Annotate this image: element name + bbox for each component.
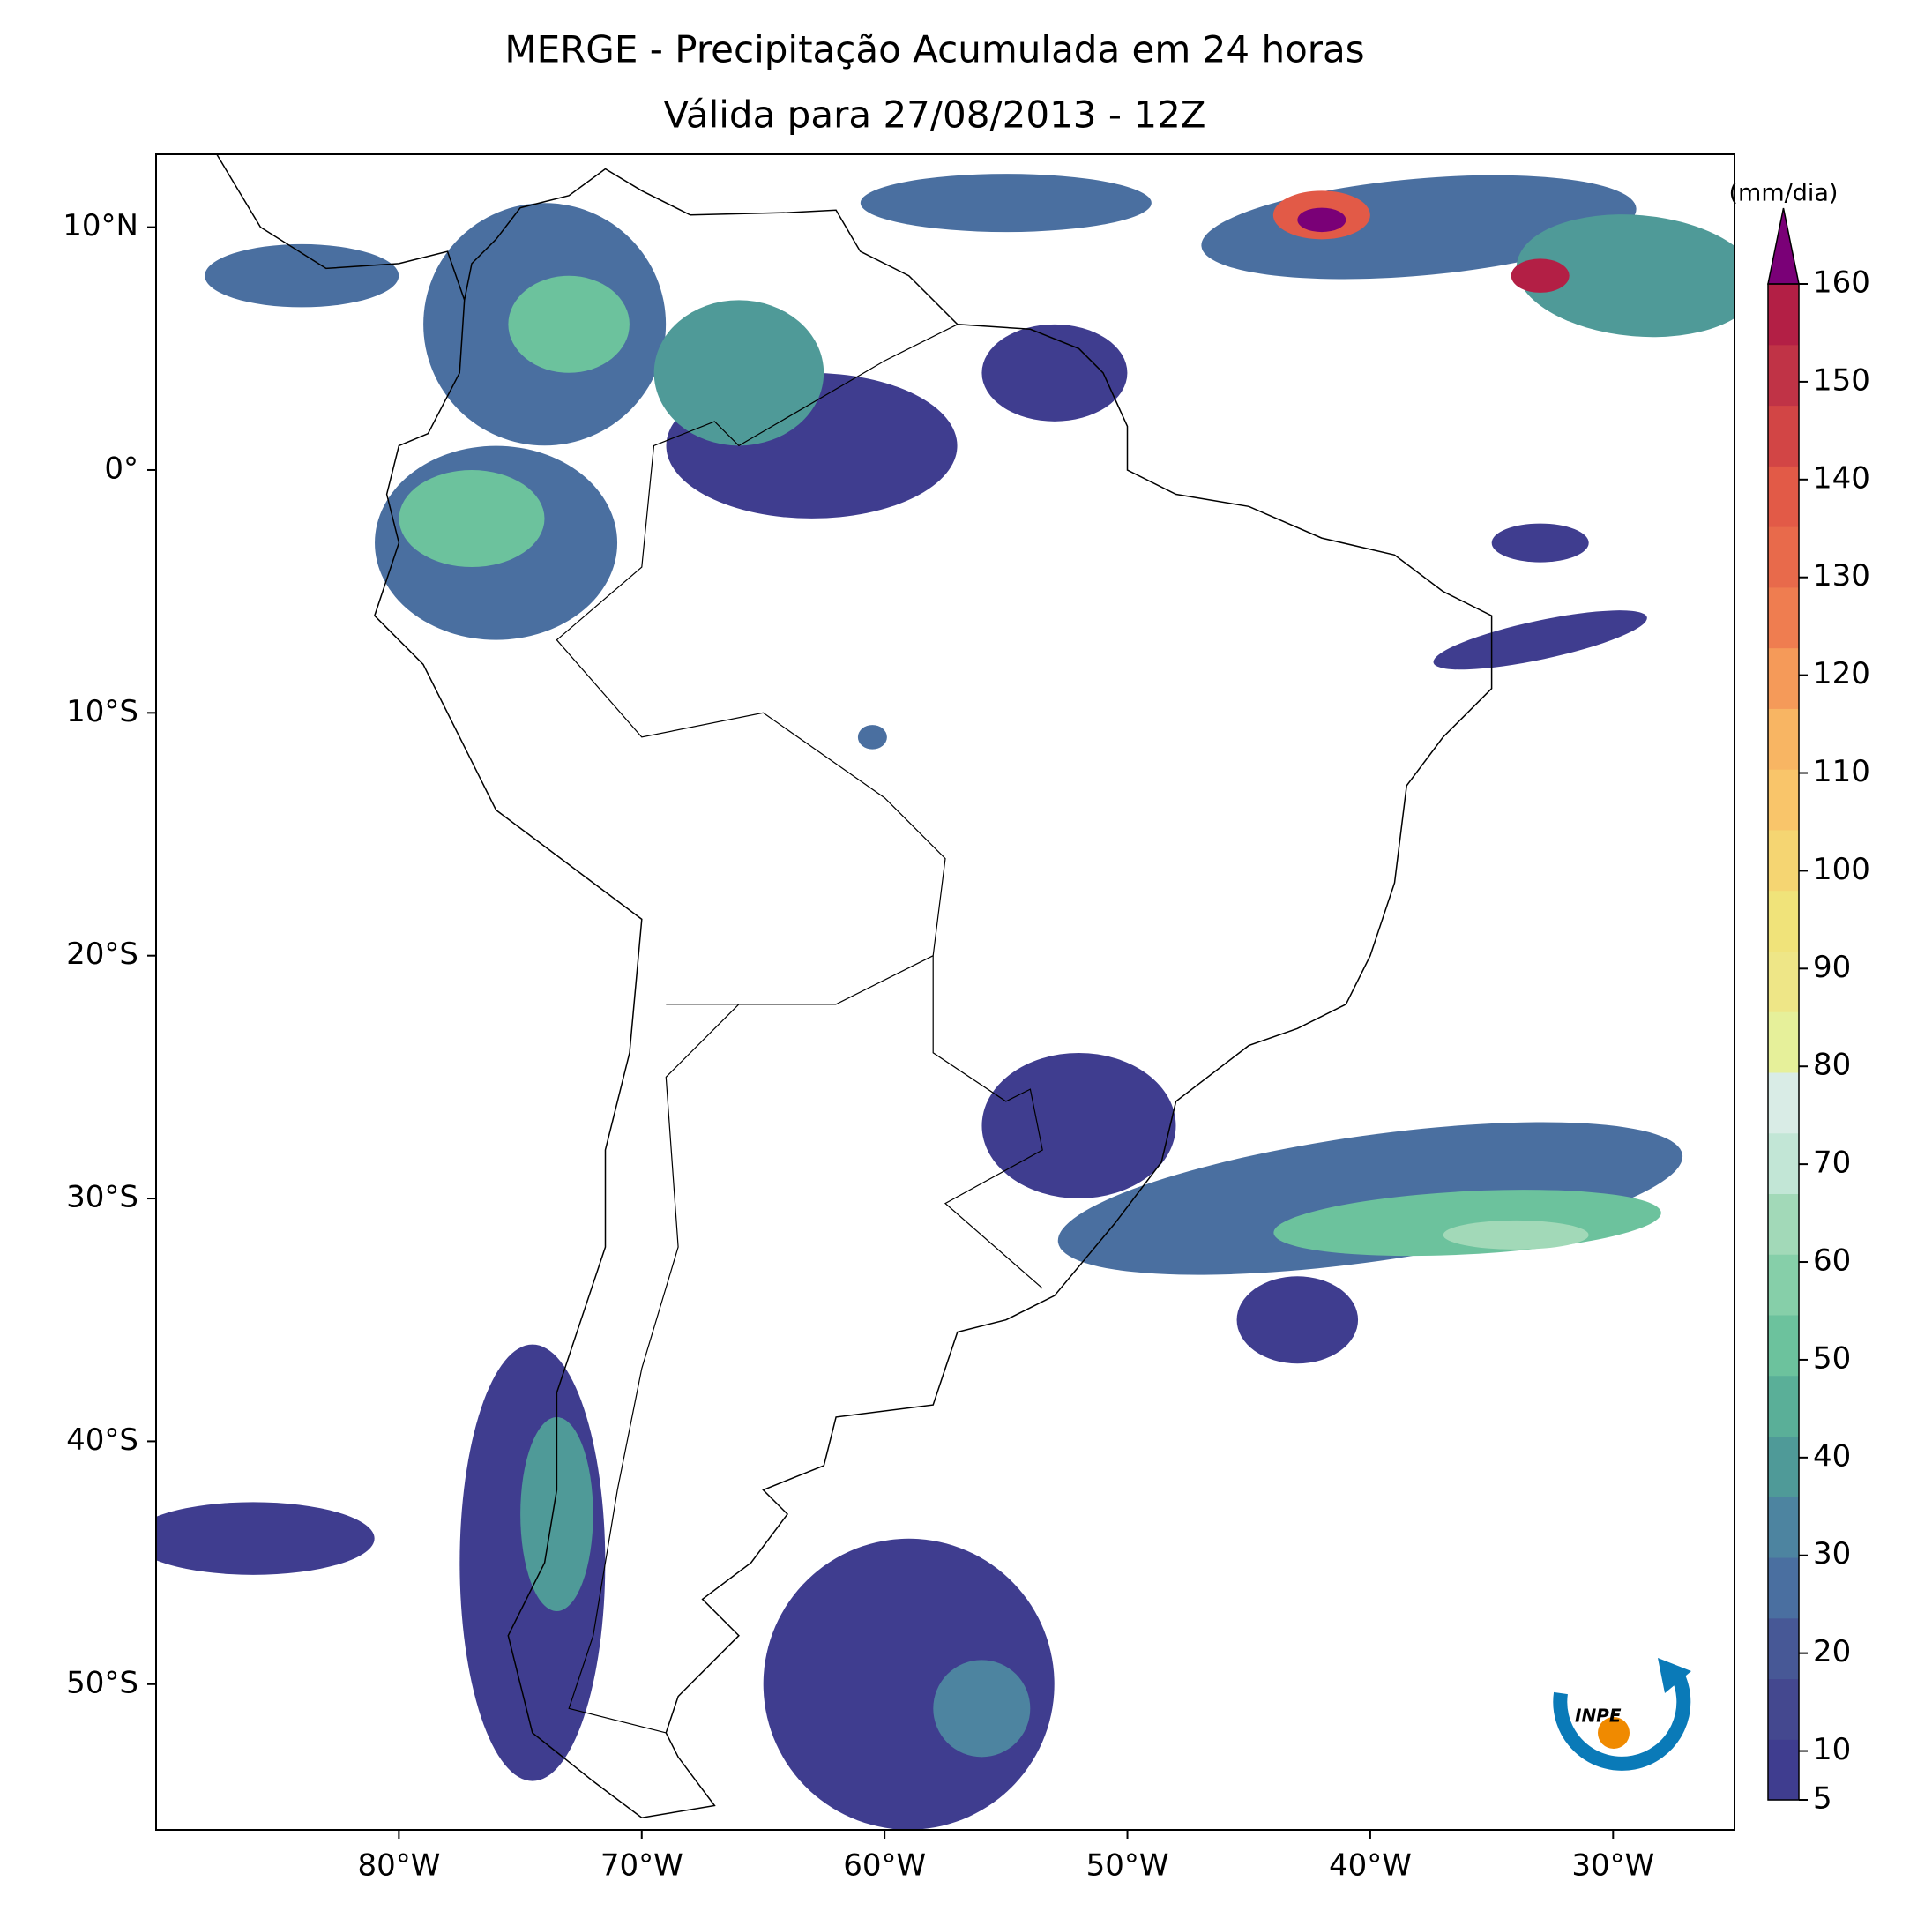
colorbar-band — [1768, 1071, 1799, 1134]
logo-arrow — [1658, 1658, 1691, 1693]
precip-area — [1443, 1220, 1589, 1250]
subtitle: Válida para 27/08/2013 - 12Z — [663, 93, 1205, 137]
precip-area — [520, 1417, 593, 1612]
precip-area — [1516, 214, 1734, 338]
colorbar-tick-label: 80 — [1813, 1048, 1851, 1083]
colorbar-band — [1768, 951, 1799, 1012]
x-tick-label: 30°W — [1571, 1848, 1654, 1884]
colorbar-tick-label: 70 — [1813, 1146, 1851, 1181]
colorbar-tick-label: 30 — [1813, 1536, 1851, 1571]
logo-dot — [1598, 1717, 1630, 1749]
colorbar-tick-label: 60 — [1813, 1243, 1851, 1279]
colorbar-band — [1768, 1497, 1799, 1558]
colorbar-extend — [1767, 207, 1800, 285]
colorbar-band — [1768, 1678, 1799, 1740]
coastline-layer — [214, 154, 1493, 1818]
y-tick-label: 40°S — [66, 1422, 138, 1458]
colorbar-tick-label: 40 — [1813, 1438, 1851, 1474]
border — [568, 1004, 837, 1734]
precip-area — [1297, 207, 1346, 233]
colorbar-band — [1768, 1254, 1799, 1316]
x-tick-label: 70°W — [600, 1848, 683, 1884]
title: MERGE - Precipitação Acumulada em 24 hor… — [504, 28, 1364, 71]
x-tick-label: 40°W — [1329, 1848, 1412, 1884]
precip-area — [1236, 1276, 1359, 1364]
colorbar-tick-label: 100 — [1813, 852, 1870, 887]
colorbar-band — [1768, 284, 1799, 346]
precip-area — [860, 174, 1152, 233]
precip-area — [763, 1538, 1055, 1830]
colorbar-band — [1768, 829, 1799, 892]
colorbar-tick-label: 140 — [1813, 460, 1870, 496]
y-tick-label: 10°N — [63, 208, 138, 243]
colorbar-band — [1768, 1132, 1799, 1194]
precip-area — [1057, 1122, 1683, 1275]
colorbar-tick-label: 160 — [1813, 265, 1870, 301]
x-tick-label: 80°W — [357, 1848, 440, 1884]
precip-area — [1511, 258, 1570, 293]
colorbar-band — [1768, 466, 1799, 527]
precip-area — [933, 1660, 1031, 1758]
colorbar-band — [1768, 769, 1799, 831]
colorbar-tick-label: 120 — [1813, 656, 1870, 691]
inpe-logo: INPE — [1553, 1658, 1691, 1771]
map-frame — [155, 153, 1735, 1831]
colorbar-band — [1768, 1436, 1799, 1497]
colorbar-tick-label: 10 — [1813, 1732, 1851, 1767]
colorbar-band — [1768, 405, 1799, 467]
colorbar-band — [1768, 1314, 1799, 1377]
precip-area — [1433, 610, 1647, 670]
y-tick-label: 50°S — [66, 1665, 138, 1700]
colorbar-band — [1768, 647, 1799, 709]
colorbar-band — [1768, 526, 1799, 588]
colorbar-band — [1768, 1617, 1799, 1680]
coastline — [373, 168, 1493, 1818]
colorbar-band — [1768, 1375, 1799, 1437]
x-tick-label: 60°W — [843, 1848, 926, 1884]
precip-area — [857, 725, 887, 750]
colorbar-band — [1768, 1193, 1799, 1255]
precip-area — [399, 470, 545, 568]
precip-area — [981, 324, 1128, 422]
colorbar-band — [1768, 1011, 1799, 1073]
colorbar-label: (mm/dia) — [1729, 180, 1839, 207]
border — [556, 324, 959, 1005]
y-tick-label: 30°S — [66, 1180, 138, 1215]
colorbar-band — [1768, 344, 1799, 407]
border — [932, 955, 1043, 1289]
logo-text: INPE — [1575, 1706, 1622, 1727]
colorbar-band — [1768, 1556, 1799, 1619]
precip-area — [653, 300, 824, 446]
precip-area — [1491, 523, 1589, 563]
precip-area — [508, 275, 630, 373]
precipitation-layer — [156, 174, 1734, 1830]
y-tick-label: 20°S — [66, 937, 138, 972]
colorbar-tick-label: 50 — [1813, 1340, 1851, 1376]
colorbar-band — [1768, 890, 1799, 952]
y-tick-label: 0° — [104, 451, 138, 486]
colorbar-tick-label: 20 — [1813, 1634, 1851, 1669]
colorbar-band — [1768, 1739, 1799, 1801]
colorbar-band — [1768, 586, 1799, 649]
colorbar-tick-label: 110 — [1813, 754, 1870, 789]
coastline — [214, 154, 466, 301]
precip-area — [981, 1052, 1176, 1198]
precip-area — [205, 243, 399, 308]
precip-area — [156, 1502, 375, 1575]
colorbar-tick-label: 5 — [1813, 1781, 1832, 1817]
colorbar-tick-label: 90 — [1813, 950, 1851, 985]
colorbar-tick-label: 150 — [1813, 362, 1870, 398]
y-tick-label: 10°S — [66, 694, 138, 729]
colorbar-tick-label: 130 — [1813, 558, 1870, 593]
x-tick-label: 50°W — [1086, 1848, 1169, 1884]
colorbar-band — [1768, 708, 1799, 770]
colorbar-frame — [1767, 283, 1800, 1801]
logo-arc — [1553, 1668, 1691, 1771]
